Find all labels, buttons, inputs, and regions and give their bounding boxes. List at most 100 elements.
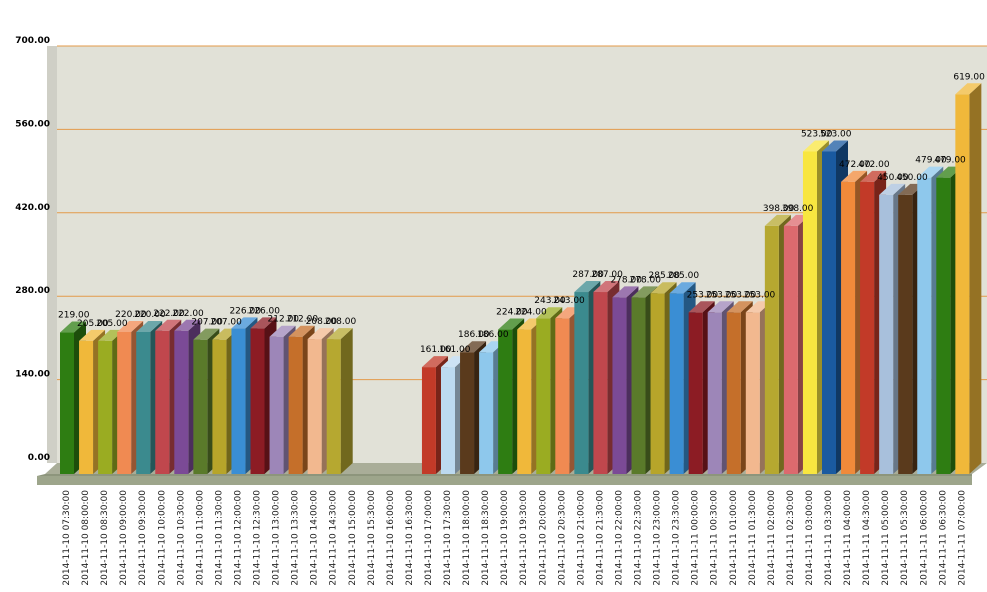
bar-top bbox=[117, 320, 144, 332]
bar-front bbox=[421, 367, 436, 474]
bar-top bbox=[879, 183, 906, 195]
bar-top bbox=[193, 328, 220, 340]
bar-front bbox=[574, 292, 589, 474]
bar-front bbox=[593, 292, 608, 474]
x-tick-label: 2014-11-11 00:30:00 bbox=[710, 490, 720, 586]
bar-front bbox=[631, 297, 646, 474]
data-label: 278.00 bbox=[610, 275, 642, 285]
x-tick-label: 2014-11-10 16:00:00 bbox=[386, 490, 396, 586]
bar-front bbox=[898, 194, 913, 474]
bar-front bbox=[79, 340, 94, 474]
x-tick-label: 2014-11-10 12:00:00 bbox=[233, 490, 243, 586]
data-label: 287.00 bbox=[591, 270, 623, 280]
data-label: 220.00 bbox=[134, 310, 166, 320]
bar-top bbox=[764, 214, 791, 226]
data-label: 619.00 bbox=[953, 72, 985, 82]
x-tick-label: 2014-11-10 10:30:00 bbox=[176, 490, 186, 586]
x-tick-label: 2014-11-11 04:30:00 bbox=[862, 490, 872, 586]
data-label: 243.00 bbox=[534, 296, 566, 306]
bar-front bbox=[707, 312, 722, 474]
bar-front bbox=[60, 332, 74, 474]
x-tick-label: 2014-11-10 08:00:00 bbox=[81, 490, 91, 586]
data-label: 278.00 bbox=[630, 275, 662, 285]
data-label: 212.00 bbox=[287, 315, 319, 325]
data-label: 398.00 bbox=[782, 204, 814, 214]
data-label: 285.00 bbox=[649, 271, 681, 281]
bar-front bbox=[688, 312, 703, 474]
data-label: 479.00 bbox=[934, 156, 966, 166]
x-tick-label: 2014-11-10 20:30:00 bbox=[557, 490, 567, 586]
bar-top bbox=[269, 325, 296, 337]
data-label: 226.00 bbox=[249, 306, 281, 316]
x-tick-label: 2014-11-10 14:00:00 bbox=[310, 490, 320, 586]
bars bbox=[60, 83, 982, 475]
bar-top bbox=[460, 341, 487, 353]
data-label: 186.00 bbox=[458, 330, 490, 340]
y-tick-label: 560.00 bbox=[15, 119, 50, 129]
data-label: 219.00 bbox=[58, 311, 90, 321]
x-tick-label: 2014-11-11 06:00:00 bbox=[919, 490, 929, 586]
bar-top bbox=[326, 328, 353, 340]
bar-front bbox=[174, 330, 189, 474]
x-tick-label: 2014-11-10 09:00:00 bbox=[119, 490, 129, 586]
bar-front bbox=[860, 181, 875, 474]
bar-top bbox=[917, 166, 944, 178]
bar-front bbox=[250, 328, 265, 474]
x-tick-label: 2014-11-10 13:30:00 bbox=[291, 490, 301, 586]
data-label: 285.00 bbox=[668, 271, 700, 281]
x-tick-label: 2014-11-10 21:00:00 bbox=[576, 490, 586, 586]
data-label: 220.00 bbox=[115, 310, 147, 320]
x-tick-label: 2014-11-10 19:00:00 bbox=[500, 490, 510, 586]
data-label: 207.00 bbox=[191, 318, 223, 328]
data-label: 208.00 bbox=[306, 317, 338, 327]
bar-top bbox=[136, 320, 163, 332]
x-tick-label: 2014-11-10 10:00:00 bbox=[157, 490, 167, 586]
x-tick-label: 2014-11-11 05:00:00 bbox=[881, 490, 891, 586]
bar-front bbox=[460, 352, 475, 474]
bar-front bbox=[822, 151, 836, 475]
bar-front bbox=[955, 94, 970, 474]
bar-front bbox=[936, 177, 951, 474]
x-tick-label: 2014-11-10 16:30:00 bbox=[405, 490, 415, 586]
x-tick-label: 2014-11-10 15:00:00 bbox=[348, 490, 358, 586]
bar-top bbox=[79, 329, 106, 341]
bar-top bbox=[631, 286, 658, 298]
bar-front bbox=[802, 151, 817, 475]
y-tick-label: 420.00 bbox=[15, 203, 50, 213]
bar-front bbox=[193, 339, 208, 474]
data-label: 523.00 bbox=[820, 129, 852, 139]
x-tick-label: 2014-11-11 07:00:00 bbox=[957, 490, 967, 586]
bar-top bbox=[955, 83, 982, 95]
bar-top bbox=[841, 170, 868, 182]
bar-front bbox=[917, 177, 932, 474]
data-label: 523.00 bbox=[801, 129, 833, 139]
bar-top bbox=[421, 356, 448, 368]
data-label: 479.00 bbox=[915, 156, 947, 166]
bar-front bbox=[517, 329, 532, 474]
x-tick-label: 2014-11-10 23:00:00 bbox=[653, 490, 663, 586]
bar-front bbox=[231, 328, 246, 474]
x-tick-label: 2014-11-10 15:30:00 bbox=[367, 490, 377, 586]
bar-front bbox=[841, 181, 856, 474]
x-tick-label: 2014-11-10 21:30:00 bbox=[595, 490, 605, 586]
data-label: 224.00 bbox=[515, 308, 547, 318]
bar-top bbox=[174, 319, 201, 331]
bar-top bbox=[650, 282, 677, 294]
data-label: 253.00 bbox=[744, 290, 776, 300]
x-tick-label: 2014-11-10 18:30:00 bbox=[481, 490, 491, 586]
bar-top bbox=[822, 140, 848, 152]
bar-top bbox=[288, 325, 315, 337]
data-label: 207.00 bbox=[210, 318, 242, 328]
data-label: 222.00 bbox=[153, 309, 185, 319]
bar-top bbox=[860, 170, 887, 182]
x-tick-label: 2014-11-10 23:30:00 bbox=[672, 490, 682, 586]
data-label: 161.00 bbox=[439, 345, 471, 355]
left-wall bbox=[47, 46, 57, 463]
bar-top bbox=[498, 318, 525, 330]
bar-front bbox=[555, 318, 570, 474]
bar-front bbox=[117, 331, 132, 474]
x-tick-label: 2014-11-11 04:00:00 bbox=[843, 490, 853, 586]
y-tick-label: 140.00 bbox=[15, 370, 50, 380]
y-tick-label: 0.00 bbox=[28, 453, 50, 463]
bar-front bbox=[650, 293, 665, 474]
